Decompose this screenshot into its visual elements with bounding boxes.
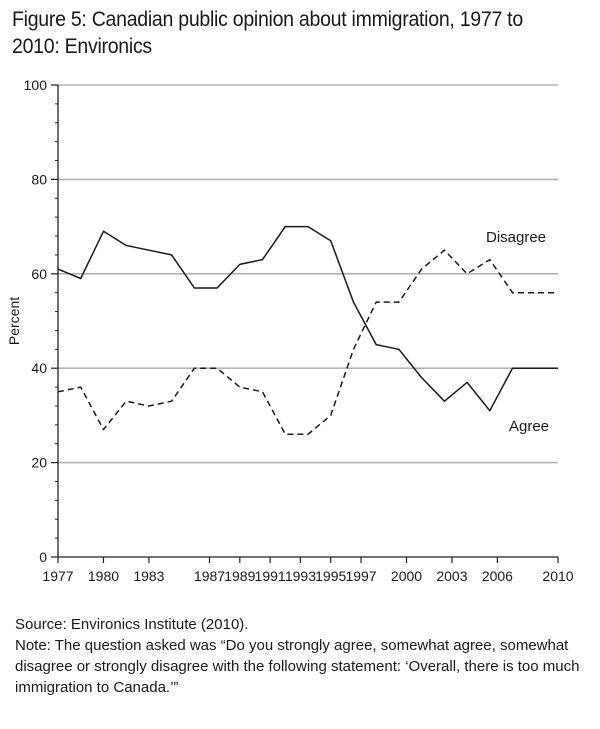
x-tick-label: 2003 xyxy=(436,568,467,584)
x-tick-label: 1980 xyxy=(88,568,119,584)
series-line-disagree xyxy=(57,225,558,412)
x-tick-label: 1997 xyxy=(345,568,376,584)
y-tick-label: 20 xyxy=(31,455,47,471)
chart-title: Figure 5: Canadian public opinion about … xyxy=(12,8,523,58)
x-tick-label: 1991 xyxy=(255,568,286,584)
y-axis-label: Percent xyxy=(6,297,22,345)
x-tick-label: 2006 xyxy=(482,568,513,584)
source-note: Source: Environics Institute (2010). xyxy=(15,616,249,633)
x-tick-label: 1977 xyxy=(42,568,73,584)
y-tick-label: 60 xyxy=(31,266,47,282)
y-tick-label: 100 xyxy=(24,77,48,93)
series-line-agree xyxy=(57,249,558,436)
x-tick-label: 1987 xyxy=(194,568,225,584)
question-note: Note: The question asked was “Do you str… xyxy=(15,637,580,696)
x-tick-label: 1983 xyxy=(133,568,164,584)
x-tick-label: 2010 xyxy=(542,568,573,584)
y-tick-label: 0 xyxy=(39,549,47,565)
y-tick-label: 40 xyxy=(31,360,47,376)
series-label-disagree: Disagree xyxy=(486,229,546,246)
y-tick-label: 80 xyxy=(31,171,47,187)
x-tick-label: 1993 xyxy=(285,568,316,584)
x-tick-label: 2000 xyxy=(391,568,422,584)
chart-notes: Source: Environics Institute (2010). Not… xyxy=(15,614,590,698)
x-tick-label: 1995 xyxy=(315,568,346,584)
x-tick-label: 1989 xyxy=(224,568,255,584)
series-label-agree: Agree xyxy=(509,418,549,435)
